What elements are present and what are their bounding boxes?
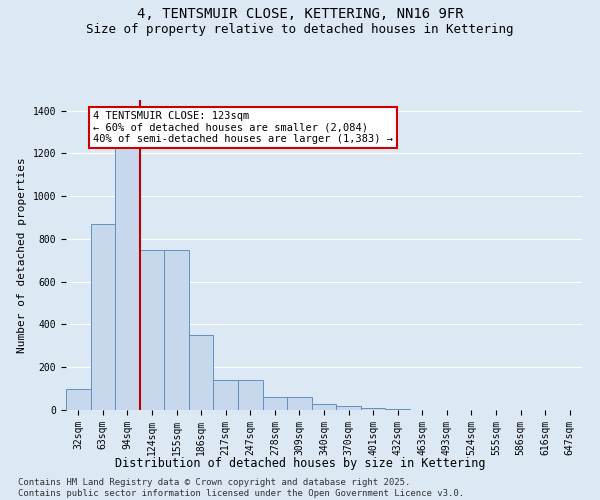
Bar	[115, 145, 140, 410]
Bar	[189, 335, 214, 410]
Bar	[66, 388, 91, 410]
Text: 4 TENTSMUIR CLOSE: 123sqm
← 60% of detached houses are smaller (2,084)
40% of se: 4 TENTSMUIR CLOSE: 123sqm ← 60% of detac…	[93, 110, 393, 144]
Bar	[336, 406, 361, 410]
Bar	[312, 404, 336, 410]
Bar	[238, 380, 263, 410]
Text: Distribution of detached houses by size in Kettering: Distribution of detached houses by size …	[115, 458, 485, 470]
Y-axis label: Number of detached properties: Number of detached properties	[17, 157, 27, 353]
Bar	[287, 397, 312, 410]
Bar	[140, 250, 164, 410]
Text: Contains HM Land Registry data © Crown copyright and database right 2025.
Contai: Contains HM Land Registry data © Crown c…	[18, 478, 464, 498]
Bar	[91, 224, 115, 410]
Bar	[385, 409, 410, 410]
Text: Size of property relative to detached houses in Kettering: Size of property relative to detached ho…	[86, 22, 514, 36]
Bar	[263, 397, 287, 410]
Bar	[361, 408, 385, 410]
Text: 4, TENTSMUIR CLOSE, KETTERING, NN16 9FR: 4, TENTSMUIR CLOSE, KETTERING, NN16 9FR	[137, 8, 463, 22]
Bar	[164, 250, 189, 410]
Bar	[214, 380, 238, 410]
